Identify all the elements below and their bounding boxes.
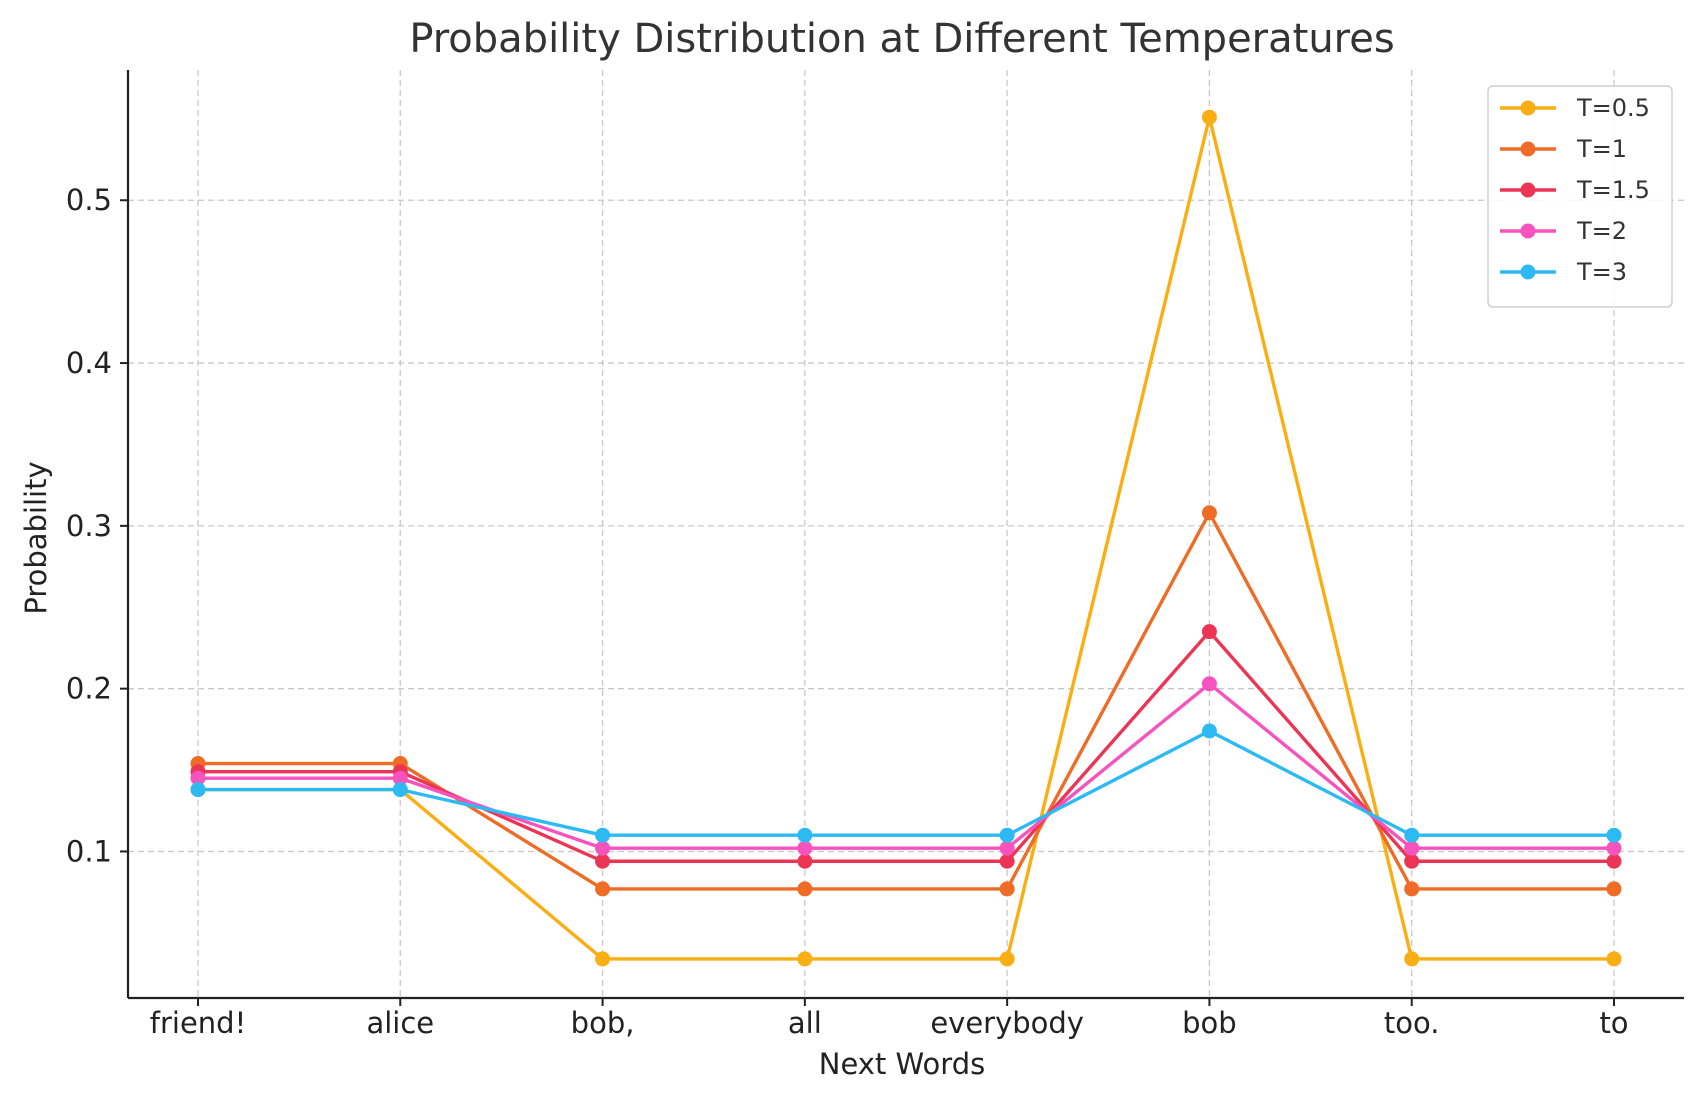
x-tick-label: bob, <box>571 1006 635 1040</box>
data-point <box>999 881 1015 897</box>
data-point <box>797 951 813 967</box>
legend-marker <box>1520 182 1536 198</box>
chart-title: Probability Distribution at Different Te… <box>409 16 1394 62</box>
series-T=1 <box>190 505 1622 897</box>
x-tick-label: bob <box>1182 1006 1237 1040</box>
y-tick-labels: 0.1 0.2 0.3 0.4 0.5 <box>66 183 112 868</box>
grid <box>128 70 1684 998</box>
legend-item: T=1.5 <box>1500 176 1650 204</box>
legend-marker <box>1520 264 1536 280</box>
y-tick-label: 0.4 <box>66 346 112 380</box>
data-point <box>595 827 611 843</box>
data-point <box>797 853 813 869</box>
legend-label: T=1.5 <box>1576 176 1650 204</box>
legend-label: T=0.5 <box>1576 94 1650 122</box>
data-point <box>999 853 1015 869</box>
data-point <box>190 782 206 798</box>
data-point <box>1404 853 1420 869</box>
series-line <box>198 629 1614 863</box>
data-point <box>797 840 813 856</box>
series-lines <box>190 109 1622 967</box>
data-point <box>999 840 1015 856</box>
series-line <box>198 511 1614 891</box>
x-tick-label: everybody <box>930 1006 1084 1040</box>
y-axis-label: Probability <box>19 461 53 614</box>
series-T=3 <box>190 723 1622 843</box>
legend-label: T=3 <box>1576 258 1627 286</box>
data-point <box>1606 840 1622 856</box>
data-point <box>1201 505 1217 521</box>
data-point <box>1404 827 1420 843</box>
x-tick-label: friend! <box>150 1006 246 1040</box>
x-axis-label: Next Words <box>819 1047 985 1081</box>
data-point <box>1606 951 1622 967</box>
y-tick-label: 0.2 <box>66 672 112 706</box>
data-point <box>1404 881 1420 897</box>
legend-box <box>1487 85 1673 308</box>
data-point <box>392 770 408 786</box>
legend-marker <box>1520 100 1536 116</box>
data-point <box>1606 853 1622 869</box>
series-line <box>198 115 1614 961</box>
data-point <box>999 827 1015 843</box>
data-point <box>1201 624 1217 640</box>
data-point <box>999 951 1015 967</box>
data-point <box>1201 676 1217 692</box>
axes <box>120 70 1684 1006</box>
data-point <box>797 827 813 843</box>
data-point <box>595 881 611 897</box>
x-tick-label: alice <box>366 1006 434 1040</box>
series-line <box>198 682 1614 850</box>
data-point <box>595 840 611 856</box>
y-tick-label: 0.1 <box>66 834 112 868</box>
data-point <box>1606 827 1622 843</box>
data-point <box>1606 881 1622 897</box>
legend-item: T=2 <box>1500 217 1627 245</box>
legend-label: T=1 <box>1576 135 1627 163</box>
legend-item: T=3 <box>1500 258 1627 286</box>
data-point <box>1404 840 1420 856</box>
legend-label: T=2 <box>1576 217 1627 245</box>
data-point <box>392 782 408 798</box>
legend-marker <box>1520 141 1536 157</box>
legend: T=0.5 T=1 T=1.5 T=2 T=3 <box>1487 85 1673 308</box>
data-point <box>190 770 206 786</box>
data-point <box>797 881 813 897</box>
data-point <box>1404 951 1420 967</box>
legend-item: T=0.5 <box>1500 94 1650 122</box>
x-tick-label: too. <box>1384 1006 1440 1040</box>
x-tick-label: all <box>788 1006 822 1040</box>
data-point <box>595 853 611 869</box>
y-tick-label: 0.3 <box>66 509 112 543</box>
data-point <box>1201 723 1217 739</box>
series-line <box>198 729 1614 837</box>
series-T=2 <box>190 676 1622 856</box>
y-tick-label: 0.5 <box>66 183 112 217</box>
legend-marker <box>1520 223 1536 239</box>
data-point <box>1201 109 1217 125</box>
x-tick-labels: friend! alice bob, all everybody bob too. to <box>150 1006 1629 1040</box>
legend-item: T=1 <box>1500 135 1627 163</box>
data-point <box>595 951 611 967</box>
x-tick-label: to <box>1599 1006 1628 1040</box>
